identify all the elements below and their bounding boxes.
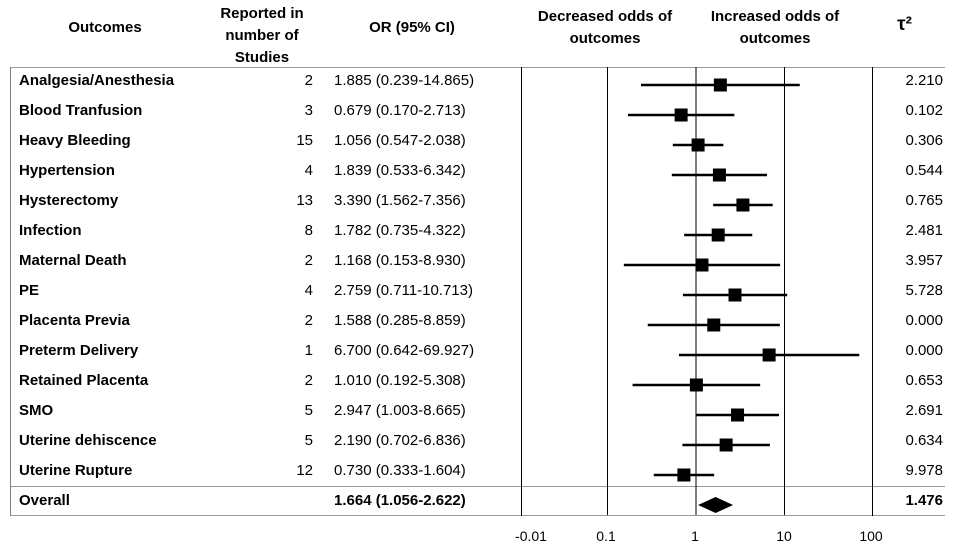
overall-divider bbox=[10, 486, 945, 487]
plot-left-border bbox=[521, 67, 522, 516]
point-estimate bbox=[731, 408, 745, 422]
row-or-ci: 1.056 (0.547-2.038) bbox=[334, 132, 466, 149]
row-tau: 0.653 bbox=[905, 372, 943, 389]
row-studies: 15 bbox=[296, 132, 313, 149]
point-estimate bbox=[713, 78, 727, 92]
row-studies: 13 bbox=[296, 192, 313, 209]
row-or-ci: 2.947 (1.003-8.665) bbox=[334, 402, 466, 419]
row-name: Heavy Bleeding bbox=[19, 132, 131, 149]
row-tau: 3.957 bbox=[905, 252, 943, 269]
header-or-ci: OR (95% CI) bbox=[369, 19, 455, 36]
tick-label: 0.1 bbox=[596, 528, 616, 544]
row-studies: 5 bbox=[304, 432, 313, 449]
row-tau: 0.634 bbox=[905, 432, 943, 449]
row-tau: 0.000 bbox=[905, 312, 943, 329]
row-or-ci: 6.700 (0.642-69.927) bbox=[334, 342, 475, 359]
row-studies: 5 bbox=[304, 402, 313, 419]
point-estimate bbox=[707, 318, 721, 332]
overall-tau: 1.476 bbox=[905, 492, 943, 509]
row-studies: 8 bbox=[304, 222, 313, 239]
row-studies: 4 bbox=[304, 162, 313, 179]
point-estimate bbox=[689, 378, 703, 392]
header-outcomes: Outcomes bbox=[68, 19, 142, 36]
row-name: SMO bbox=[19, 402, 54, 419]
bottom-divider bbox=[10, 515, 945, 516]
row-or-ci: 0.730 (0.333-1.604) bbox=[334, 462, 466, 479]
row-or-ci: 2.759 (0.711-10.713) bbox=[334, 282, 473, 299]
row-name: Blood Tranfusion bbox=[19, 102, 143, 119]
row-or-ci: 3.390 (1.562-7.356) bbox=[334, 192, 466, 209]
row-tau: 2.481 bbox=[905, 222, 943, 239]
point-estimate bbox=[728, 288, 742, 302]
point-estimate bbox=[674, 108, 688, 122]
row-tau: 0.102 bbox=[905, 102, 943, 119]
row-studies: 1 bbox=[304, 342, 313, 359]
row-name: Retained Placenta bbox=[19, 372, 149, 389]
row-or-ci: 1.885 (0.239-14.865) bbox=[334, 72, 475, 89]
header-increased-odds: Increased odds of outcomes bbox=[710, 8, 840, 47]
point-estimate bbox=[736, 198, 750, 212]
row-tau: 9.978 bbox=[905, 462, 943, 479]
row-name: Maternal Death bbox=[19, 252, 127, 269]
row-studies: 3 bbox=[304, 102, 313, 119]
row-or-ci: 2.190 (0.702-6.836) bbox=[334, 432, 466, 449]
row-name: Uterine dehiscence bbox=[19, 432, 157, 449]
row-or-ci: 1.588 (0.285-8.859) bbox=[334, 312, 466, 329]
row-tau: 0.544 bbox=[905, 162, 943, 179]
row-or-ci: 1.839 (0.533-6.342) bbox=[334, 162, 466, 179]
overall-name: Overall bbox=[19, 492, 70, 509]
point-estimate bbox=[695, 258, 709, 272]
row-name: Infection bbox=[19, 222, 82, 239]
row-name: Preterm Delivery bbox=[19, 342, 139, 359]
table-left-border bbox=[10, 67, 11, 516]
row-tau: 2.691 bbox=[905, 402, 943, 419]
header-reported-studies: Reported in number of Studies bbox=[220, 5, 304, 66]
row-name: Placenta Previa bbox=[19, 312, 130, 329]
row-tau: 0.000 bbox=[905, 342, 943, 359]
row-studies: 2 bbox=[304, 252, 313, 269]
header-divider bbox=[10, 67, 945, 68]
row-tau: 0.765 bbox=[905, 192, 943, 209]
point-estimate bbox=[712, 168, 726, 182]
point-estimate bbox=[691, 138, 705, 152]
header-tau-squared: τ² bbox=[897, 14, 912, 35]
row-name: Analgesia/Anesthesia bbox=[19, 72, 175, 89]
header-decreased-odds: Decreased odds of outcomes bbox=[537, 8, 673, 47]
row-tau: 5.728 bbox=[905, 282, 943, 299]
row-or-ci: 1.782 (0.735-4.322) bbox=[334, 222, 466, 239]
row-tau: 0.306 bbox=[905, 132, 943, 149]
row-or-ci: 1.010 (0.192-5.308) bbox=[334, 372, 466, 389]
tick-label: 1 bbox=[691, 528, 699, 544]
row-name: PE bbox=[19, 282, 40, 299]
overall-or-ci: 1.664 (1.056-2.622) bbox=[334, 492, 466, 509]
row-studies: 12 bbox=[296, 462, 313, 479]
row-name: Hypertension bbox=[19, 162, 115, 179]
row-studies: 2 bbox=[304, 372, 313, 389]
row-studies: 4 bbox=[304, 282, 313, 299]
row-studies: 2 bbox=[304, 312, 313, 329]
tick-label: 10 bbox=[776, 528, 792, 544]
row-or-ci: 0.679 (0.170-2.713) bbox=[334, 102, 466, 119]
tick-label: 100 bbox=[859, 528, 883, 544]
point-estimate bbox=[711, 228, 725, 242]
row-or-ci: 1.168 (0.153-8.930) bbox=[334, 252, 466, 269]
overall-diamond bbox=[698, 497, 734, 513]
point-estimate bbox=[762, 348, 776, 362]
plot-right-border bbox=[872, 67, 873, 516]
point-estimate bbox=[719, 438, 733, 452]
row-name: Hysterectomy bbox=[19, 192, 119, 209]
row-studies: 2 bbox=[304, 72, 313, 89]
tick-label: -0.01 bbox=[515, 528, 547, 544]
row-tau: 2.210 bbox=[905, 72, 943, 89]
point-estimate bbox=[677, 468, 691, 482]
row-name: Uterine Rupture bbox=[19, 462, 133, 479]
